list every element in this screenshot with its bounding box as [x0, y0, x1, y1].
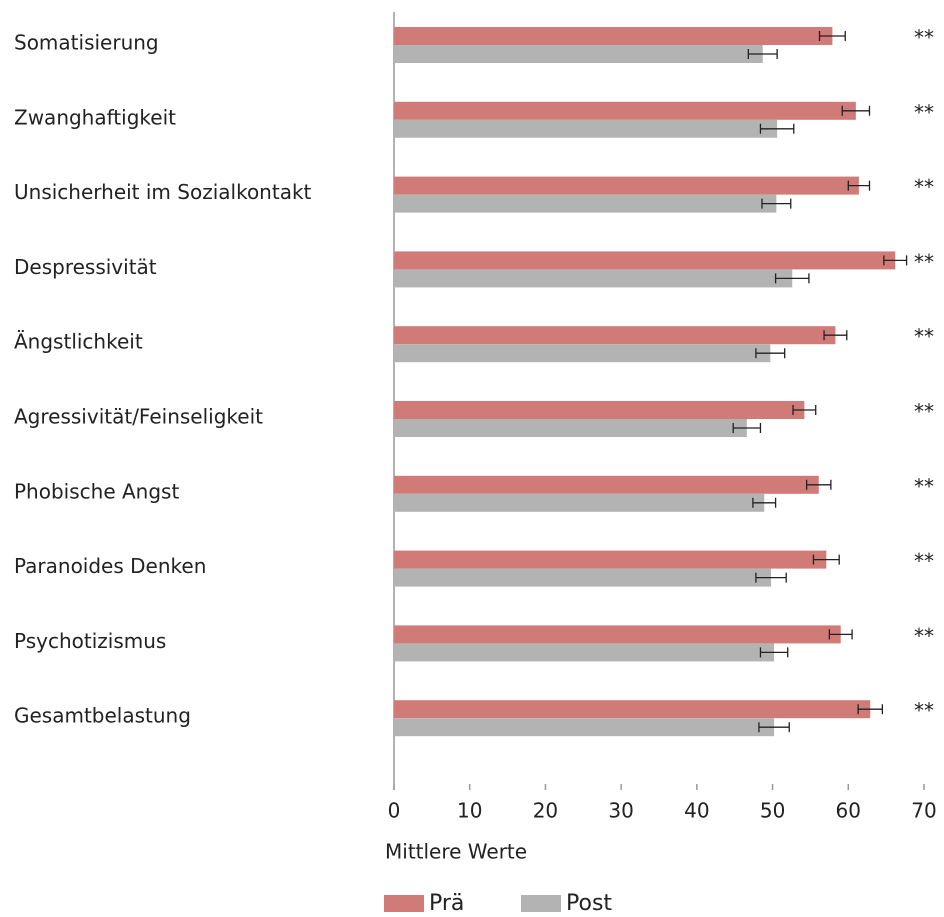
- legend-label: Prä: [429, 891, 464, 916]
- error-bar: [812, 554, 840, 565]
- bar: [394, 45, 763, 63]
- error-bar: [732, 423, 762, 433]
- error-bar: [759, 123, 795, 134]
- significance-annotation: **: [914, 400, 934, 424]
- x-tick-label: 0: [388, 799, 401, 823]
- x-tick-label: 20: [533, 799, 558, 823]
- category-label: Psychotizismus: [14, 629, 166, 653]
- significance-annotation: **: [914, 250, 934, 274]
- error-bar: [841, 105, 871, 116]
- bar: [394, 475, 819, 494]
- error-bar: [755, 348, 786, 359]
- bar: [394, 568, 772, 587]
- bar: [394, 718, 775, 737]
- error-bar: [761, 198, 792, 209]
- significance-annotation: **: [914, 549, 934, 573]
- bar: [394, 194, 777, 213]
- error-bar: [883, 255, 908, 266]
- error-bar: [792, 405, 817, 415]
- error-bar: [755, 572, 787, 583]
- significance-annotation: **: [914, 624, 934, 648]
- bar: [394, 27, 833, 45]
- category-label: Somatisierung: [14, 31, 159, 55]
- significance-annotation: **: [914, 474, 934, 498]
- error-bar: [818, 31, 846, 41]
- category-label: Zwanghaftigkeit: [14, 105, 176, 129]
- bar: [394, 269, 793, 288]
- error-bar: [823, 330, 848, 341]
- bar: [394, 344, 771, 363]
- x-tick-label: 70: [911, 799, 936, 823]
- error-bar: [828, 629, 853, 640]
- bar: [394, 550, 827, 569]
- category-label: Despressivität: [14, 255, 157, 279]
- error-bar: [857, 704, 884, 715]
- bar: [394, 419, 747, 437]
- x-tick-label: 50: [760, 799, 785, 823]
- error-bar: [774, 273, 810, 284]
- legend-label: Post: [566, 891, 612, 916]
- bar: [394, 401, 805, 419]
- significance-annotation: **: [914, 100, 934, 124]
- error-bar: [805, 479, 832, 490]
- bar: [394, 493, 765, 512]
- x-tick-label: 30: [608, 799, 633, 823]
- error-bar: [752, 497, 777, 508]
- significance-annotation: **: [914, 325, 934, 349]
- bar: [394, 119, 778, 138]
- category-label: Unsicherheit im Sozialkontakt: [14, 180, 312, 204]
- error-bar: [747, 49, 778, 59]
- error-bar: [759, 647, 789, 658]
- bar: [394, 251, 896, 270]
- error-bar: [847, 180, 871, 191]
- error-bar: [758, 722, 790, 733]
- category-label: Paranoides Denken: [14, 554, 206, 578]
- category-label: Agressivität/Feinseligkeit: [14, 405, 263, 429]
- bar: [394, 326, 836, 345]
- category-label: Gesamtbelastung: [14, 704, 191, 728]
- x-tick-label: 10: [457, 799, 482, 823]
- x-tick-label: 40: [684, 799, 709, 823]
- x-tick-label: 60: [836, 799, 861, 823]
- x-axis-label: Mittlere Werte: [385, 840, 527, 864]
- category-label: Ängstlichkeit: [14, 330, 143, 354]
- category-label: Phobische Angst: [14, 479, 179, 503]
- legend-swatch: [384, 895, 424, 912]
- significance-annotation: **: [914, 699, 934, 723]
- significance-annotation: **: [914, 175, 934, 199]
- significance-annotation: **: [914, 26, 934, 50]
- bar: [394, 176, 859, 195]
- bar: [394, 101, 856, 120]
- bar: [394, 700, 871, 719]
- bar: [394, 643, 775, 662]
- bar: [394, 625, 841, 644]
- legend-swatch: [521, 895, 561, 912]
